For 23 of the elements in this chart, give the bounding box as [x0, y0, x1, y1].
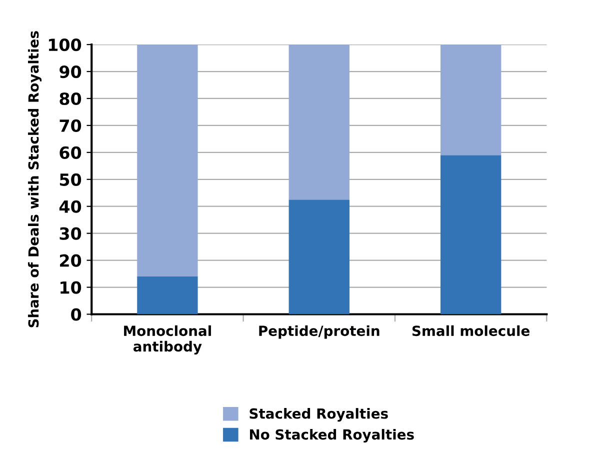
bar	[440, 155, 502, 314]
x-tick-label: Small molecule	[412, 325, 530, 336]
y-tick-label: 20	[60, 254, 82, 267]
bar	[440, 44, 502, 156]
x-tick-label: Peptide/protein	[259, 325, 380, 339]
y-tick-label: 10	[60, 281, 82, 294]
x-tick-label: Monoclonal antibody	[124, 325, 211, 354]
y-tick-label: 60	[60, 146, 82, 159]
bar	[137, 276, 198, 314]
bar	[288, 44, 350, 200]
bar	[288, 200, 350, 314]
y-tick-label: 30	[60, 227, 82, 240]
y-tick-label: 90	[60, 65, 82, 78]
y-tick-label: 100	[48, 38, 82, 52]
bar	[137, 44, 198, 276]
y-tick-label: 80	[60, 92, 82, 106]
y-tick-label: 0	[71, 308, 82, 321]
y-tick-label: 70	[60, 119, 82, 132]
legend-label: No Stacked Royalties	[250, 428, 414, 443]
legend-label: Stacked Royalties	[250, 408, 388, 422]
y-tick-label: 40	[59, 200, 82, 213]
y-axis-title: Share of Deals with Stacked Royalties	[28, 31, 42, 328]
y-tick-label: 50	[60, 173, 82, 186]
